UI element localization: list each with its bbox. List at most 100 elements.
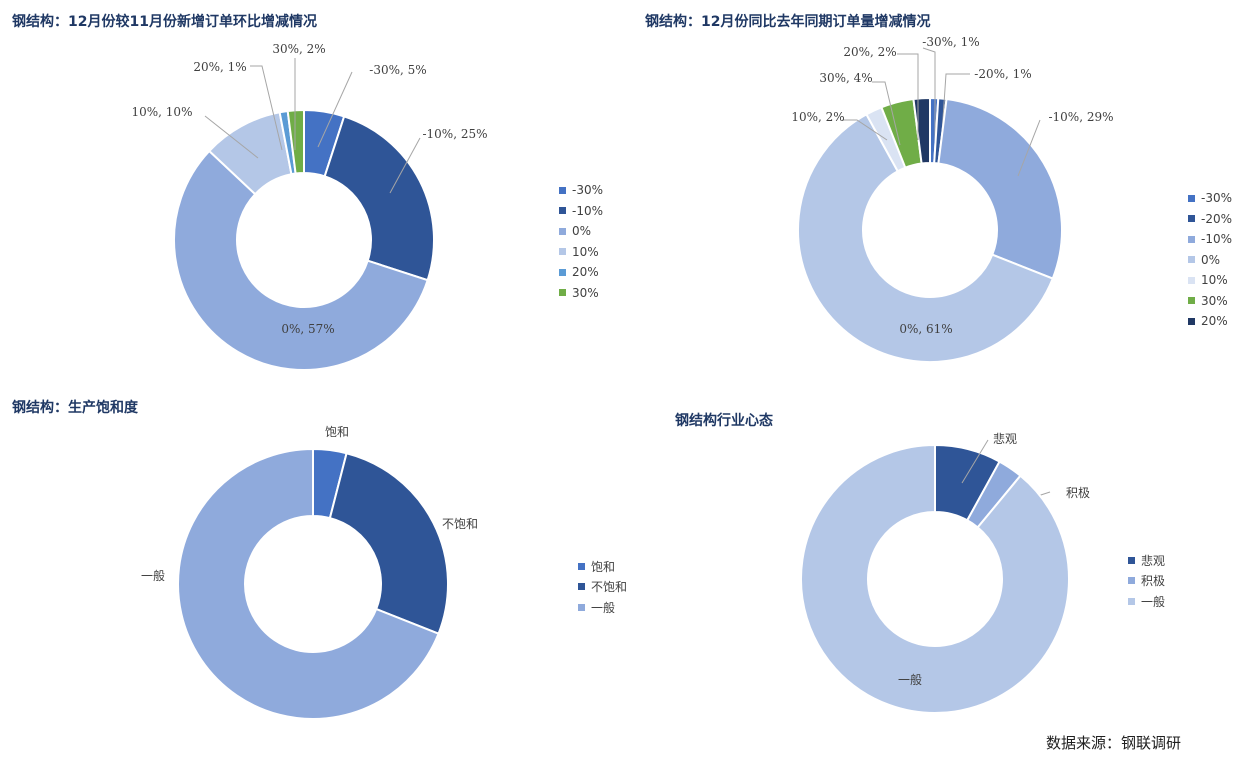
legend-label: 30% xyxy=(1201,293,1228,308)
legend-label: 饱和 xyxy=(591,559,616,574)
slice-data-label: 一般 xyxy=(141,568,165,583)
legend-sentiment: 悲观 积极 一般 xyxy=(1128,550,1165,612)
legend-item: 20% xyxy=(1188,311,1232,332)
legend-swatch xyxy=(559,207,566,215)
chart-title-yoy: 钢结构：12月份同比去年同期订单量增减情况 xyxy=(645,14,931,30)
legend-item: 饱和 xyxy=(578,556,627,577)
legend-item: -30% xyxy=(1188,188,1232,209)
slice-data-label: -10%, 25% xyxy=(422,127,487,141)
legend-item: 30% xyxy=(559,283,603,304)
legend-item: 30% xyxy=(1188,291,1232,312)
legend-label: 10% xyxy=(1201,273,1228,288)
legend-label: -30% xyxy=(572,183,604,198)
donut-slice-一般 xyxy=(799,443,1070,714)
legend-item: -30% xyxy=(559,180,603,201)
slice-data-label: 0%, 61% xyxy=(899,322,952,336)
legend-label: -10% xyxy=(572,203,604,218)
donut-chart-yoy: -30%, 1% -20%, 1% -10%, 29% 0%, 61% 10%, 2% 3… xyxy=(791,35,1114,363)
legend-label: 一般 xyxy=(1141,594,1166,609)
slice-data-label: 0%, 57% xyxy=(281,322,334,336)
donut-chart-mom: -30%, 5% -10%, 25% 0%, 57% 10%, 10% 20%, 1% 3… xyxy=(132,42,488,371)
slice-data-label: 积极 xyxy=(1066,486,1090,500)
slice-data-label: 30%, 4% xyxy=(819,71,872,85)
legend-item: -10% xyxy=(1188,229,1232,250)
legend-mom: -30% -10% 0% 10% 20% 30% xyxy=(559,180,603,303)
legend-label: 一般 xyxy=(591,600,616,615)
chart-title-saturation: 钢结构：生产饱和度 xyxy=(12,400,138,416)
legend-swatch xyxy=(1188,276,1195,284)
chart-title-mom: 钢结构：12月份较11月份新增订单环比增减情况 xyxy=(12,14,317,30)
legend-swatch xyxy=(559,227,566,235)
legend-label: 20% xyxy=(572,265,599,280)
legend-swatch xyxy=(1188,317,1195,325)
legend-swatch xyxy=(1188,235,1195,243)
slice-data-label: 10%, 10% xyxy=(132,105,193,119)
leader-line xyxy=(897,53,919,140)
legend-label: 积极 xyxy=(1141,574,1166,589)
donut-slice-0 xyxy=(173,149,429,371)
slice-data-label: 饱和 xyxy=(325,424,349,439)
legend-item: 悲观 xyxy=(1128,550,1165,571)
legend-item: 一般 xyxy=(578,597,627,618)
leader-line xyxy=(842,119,888,141)
legend-label: -20% xyxy=(1201,211,1233,226)
legend-item: 不饱和 xyxy=(578,577,627,598)
chart-title-sentiment: 钢结构行业心态 xyxy=(675,413,773,429)
leader-line xyxy=(922,47,936,148)
slice-data-label: 30%, 2% xyxy=(272,42,325,56)
legend-swatch xyxy=(559,186,566,194)
donut-slice-一般 xyxy=(177,447,440,720)
legend-item: -10% xyxy=(559,201,603,222)
legend-swatch xyxy=(578,562,585,570)
legend-swatch xyxy=(559,289,566,297)
legend-swatch xyxy=(1188,194,1195,202)
leader-line xyxy=(250,65,283,151)
legend-item: 一般 xyxy=(1128,591,1165,612)
leader-line xyxy=(389,137,421,194)
legend-swatch xyxy=(1188,215,1195,223)
slice-data-label: -10%, 29% xyxy=(1048,110,1113,124)
slice-data-label: 10%, 2% xyxy=(791,110,844,124)
donut-slice-neg10 xyxy=(937,97,1063,280)
donut-slice-不饱和 xyxy=(328,452,449,635)
slice-data-label: 悲观 xyxy=(993,431,1017,446)
slice-data-label: 20%, 1% xyxy=(193,60,246,74)
slice-data-label: -30%, 1% xyxy=(922,35,979,49)
legend-label: 不饱和 xyxy=(591,580,628,595)
legend-swatch xyxy=(559,268,566,276)
legend-swatch xyxy=(578,583,585,591)
leader-line xyxy=(1017,119,1041,177)
legend-swatch xyxy=(1188,297,1195,305)
legend-label: -10% xyxy=(1201,232,1233,247)
slice-data-label: 不饱和 xyxy=(442,516,478,531)
donut-slice-0 xyxy=(797,112,1055,363)
legend-swatch xyxy=(578,603,585,611)
legend-swatch xyxy=(1128,556,1135,564)
legend-item: 10% xyxy=(559,242,603,263)
legend-swatch xyxy=(1128,597,1135,605)
legend-label: 悲观 xyxy=(1141,553,1166,568)
slice-data-label: 20%, 2% xyxy=(843,45,896,59)
slice-data-label: -30%, 5% xyxy=(369,63,426,77)
leader-line xyxy=(961,439,989,484)
legend-item: 积极 xyxy=(1128,571,1165,592)
slice-data-label: 一般 xyxy=(898,672,922,687)
leader-line xyxy=(317,71,353,148)
data-source-note: 数据来源：钢联调研 xyxy=(1045,734,1181,752)
legend-item: -20% xyxy=(1188,209,1232,230)
donut-slice-neg10 xyxy=(323,115,435,282)
legend-label: 0% xyxy=(572,224,592,239)
legend-item: 10% xyxy=(1188,270,1232,291)
leader-line xyxy=(872,81,901,146)
legend-swatch xyxy=(559,248,566,256)
legend-label: -30% xyxy=(1201,191,1233,206)
legend-yoy: -30% -20% -10% 0% 10% 30% 20% xyxy=(1188,188,1232,332)
slice-data-label: -20%, 1% xyxy=(974,67,1031,81)
legend-label: 30% xyxy=(572,285,599,300)
donut-slice-30 xyxy=(286,108,305,175)
legend-label: 0% xyxy=(1201,252,1221,267)
legend-label: 10% xyxy=(572,244,599,259)
legend-item: 20% xyxy=(559,262,603,283)
legend-label: 20% xyxy=(1201,314,1228,329)
